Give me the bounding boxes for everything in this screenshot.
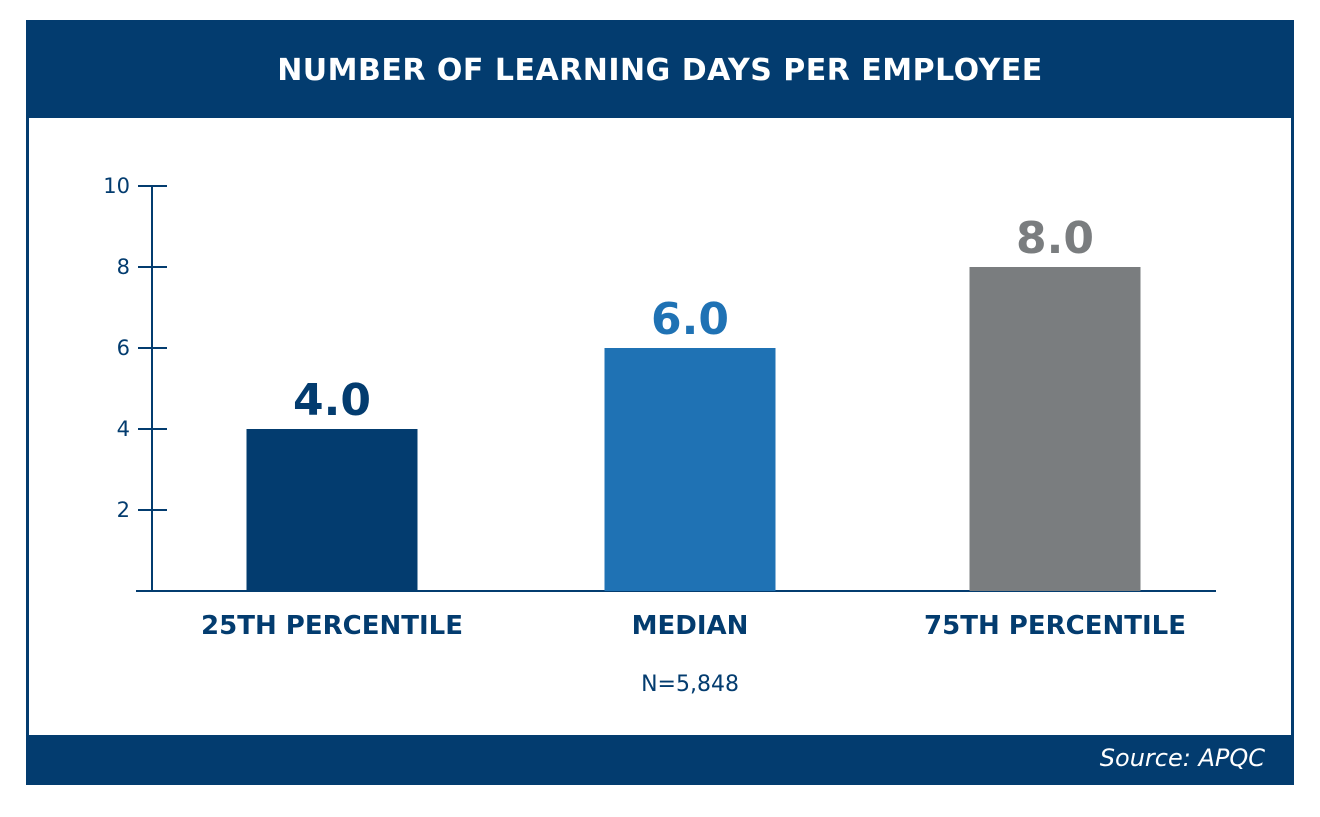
source-credit: Source: APQC (1099, 744, 1265, 772)
sample-size-note: N=5,848 (641, 672, 739, 697)
footer-banner: Source: APQC (29, 735, 1291, 782)
data-label-3: 8.0 (1016, 213, 1094, 264)
title-banner: NUMBER OF LEARNING DAYS PER EMPLOYEE (29, 23, 1291, 118)
data-label-2: 6.0 (651, 294, 729, 345)
bar-2 (604, 348, 776, 591)
y-tick-label: 8 (117, 255, 130, 279)
y-tick-label: 4 (117, 417, 130, 441)
category-label-2: MEDIAN (632, 611, 749, 641)
bar-3 (969, 267, 1141, 591)
category-label-3: 75TH PERCENTILE (924, 611, 1186, 641)
bar-1 (246, 429, 418, 591)
chart-title: NUMBER OF LEARNING DAYS PER EMPLOYEE (277, 53, 1043, 88)
category-label-1: 25TH PERCENTILE (201, 611, 463, 641)
data-label-1: 4.0 (293, 375, 371, 426)
y-tick-label: 2 (117, 498, 130, 522)
y-tick-label: 10 (103, 174, 130, 198)
y-tick-label: 6 (117, 336, 130, 360)
